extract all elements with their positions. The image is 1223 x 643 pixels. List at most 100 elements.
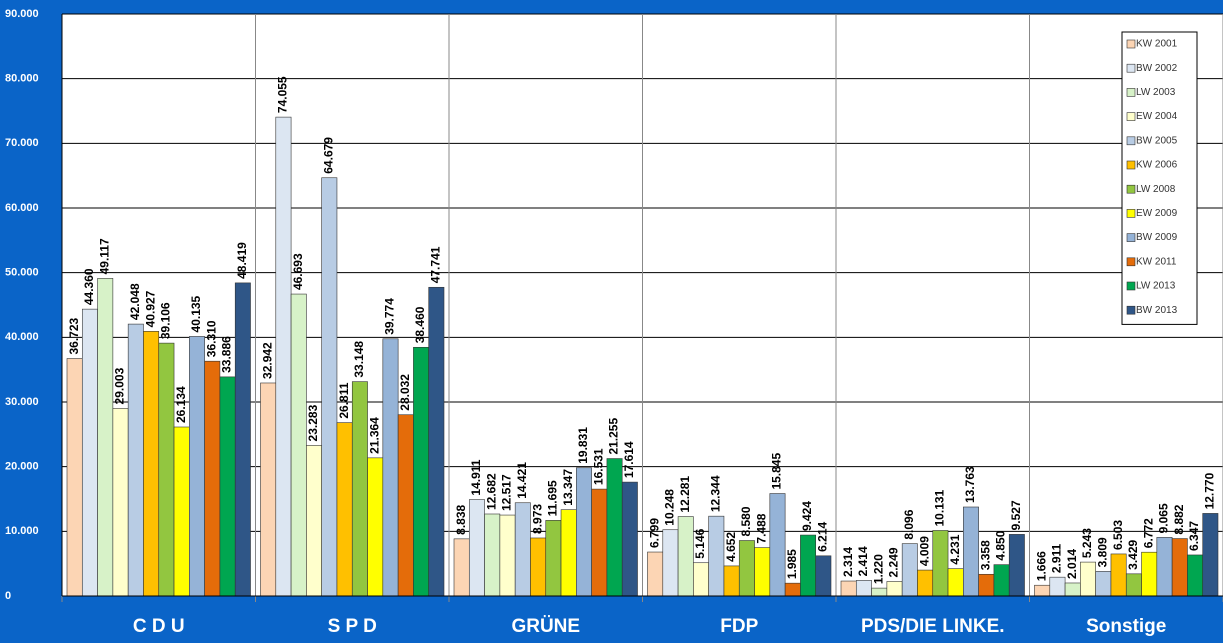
bar: [871, 587, 888, 597]
legend-label: LW 2008: [1136, 184, 1176, 195]
bar: [840, 580, 857, 597]
bar: [963, 506, 979, 597]
legend-label: EW 2009: [1136, 208, 1178, 219]
bar: [143, 331, 160, 597]
bar: [351, 381, 368, 597]
bar: [382, 338, 399, 597]
x-tick-label: GRÜNE: [511, 616, 580, 637]
bar: [453, 538, 470, 597]
value-label: 39.106: [159, 302, 173, 339]
value-label: 21.364: [367, 417, 381, 454]
bar: [499, 514, 516, 597]
value-label: 74.055: [276, 76, 290, 113]
value-label: 2.314: [841, 547, 855, 577]
legend-swatch: [1126, 136, 1136, 146]
value-label: 8.838: [454, 504, 468, 534]
value-label: 6.347: [1187, 521, 1201, 551]
legend-label: BW 2005: [1136, 135, 1178, 146]
value-label: 1.985: [785, 549, 799, 579]
bar: [769, 493, 786, 597]
legend-label: BW 2009: [1136, 232, 1178, 243]
value-label: 33.886: [220, 336, 234, 373]
bar: [127, 323, 144, 597]
bar: [1095, 571, 1112, 597]
bar: [158, 342, 175, 597]
legend-label: LW 2013: [1136, 281, 1176, 292]
legend: KW 2001 BW 2002 LW 2003 EW 2004 BW 2005 KW 20…: [1121, 31, 1198, 325]
bar: [1008, 534, 1025, 597]
value-label: 3.809: [1095, 537, 1109, 567]
legend-swatch: [1126, 63, 1136, 73]
x-tick-label: PDS/DIE LINKE.: [861, 616, 1005, 637]
value-label: 3.429: [1126, 539, 1140, 569]
bar: [530, 537, 547, 597]
bar: [321, 177, 338, 597]
value-label: 7.488: [754, 513, 768, 543]
x-tick-label: C D U: [133, 616, 185, 637]
value-label: 16.531: [591, 448, 605, 485]
value-label: 8.973: [530, 504, 544, 534]
value-label: 5.243: [1080, 528, 1094, 558]
value-label: 4.652: [724, 532, 738, 562]
bar: [468, 499, 485, 597]
bar: [260, 382, 277, 597]
y-tick-label: 80.000: [5, 73, 39, 85]
bar: [1141, 551, 1158, 597]
bar: [901, 543, 918, 597]
value-label: 29.003: [113, 367, 127, 404]
bar: [204, 360, 221, 597]
bar: [738, 540, 755, 597]
bar: [112, 408, 129, 597]
value-label: 12.682: [484, 473, 498, 510]
bar: [1034, 584, 1051, 597]
value-label: 64.679: [321, 137, 335, 174]
legend-label: BW 2002: [1136, 63, 1178, 74]
value-label: 44.360: [82, 268, 96, 305]
value-label: 12.770: [1203, 472, 1217, 509]
value-label: 48.419: [235, 242, 249, 279]
value-label: 10.248: [663, 489, 677, 526]
bar: [514, 502, 531, 597]
bar: [336, 422, 353, 597]
bar: [1125, 573, 1142, 597]
x-tick-label: FDP: [720, 616, 758, 637]
bar: [1156, 537, 1173, 597]
value-label: 2.249: [887, 547, 901, 577]
value-label: 39.774: [383, 298, 397, 335]
value-label: 33.148: [352, 341, 366, 378]
bar: [290, 293, 307, 597]
bar: [855, 580, 872, 597]
value-label: 8.096: [902, 509, 916, 539]
value-label: 15.845: [770, 453, 784, 490]
value-label: 32.942: [260, 342, 274, 379]
bar: [1080, 561, 1096, 597]
y-tick-label: 20.000: [5, 461, 39, 473]
bar: [367, 457, 384, 597]
bar: [560, 509, 577, 597]
legend-swatch: [1126, 233, 1136, 242]
value-label: 1.666: [1034, 551, 1048, 581]
y-tick-label: 40.000: [5, 331, 39, 343]
legend-swatch: [1126, 184, 1136, 194]
legend-label: KW 2001: [1136, 39, 1178, 50]
value-label: 8.882: [1172, 504, 1186, 534]
legend-label: LW 2003: [1136, 87, 1176, 98]
legend-swatch: [1126, 112, 1136, 121]
value-label: 9.527: [1009, 500, 1023, 530]
legend-box: [1121, 31, 1198, 325]
value-label: 19.831: [576, 427, 590, 464]
value-label: 11.695: [546, 480, 560, 516]
bar: [189, 336, 205, 597]
bar: [621, 481, 638, 597]
bar: [677, 516, 694, 597]
value-label: 13.763: [963, 466, 977, 503]
bar: [993, 564, 1010, 597]
bar: [234, 282, 251, 597]
bar: [428, 286, 445, 597]
value-label: 2.911: [1050, 543, 1064, 573]
value-label: 2.014: [1065, 549, 1079, 579]
legend-swatch: [1126, 88, 1136, 97]
value-label: 1.220: [871, 554, 885, 584]
value-label: 4.009: [917, 536, 931, 566]
